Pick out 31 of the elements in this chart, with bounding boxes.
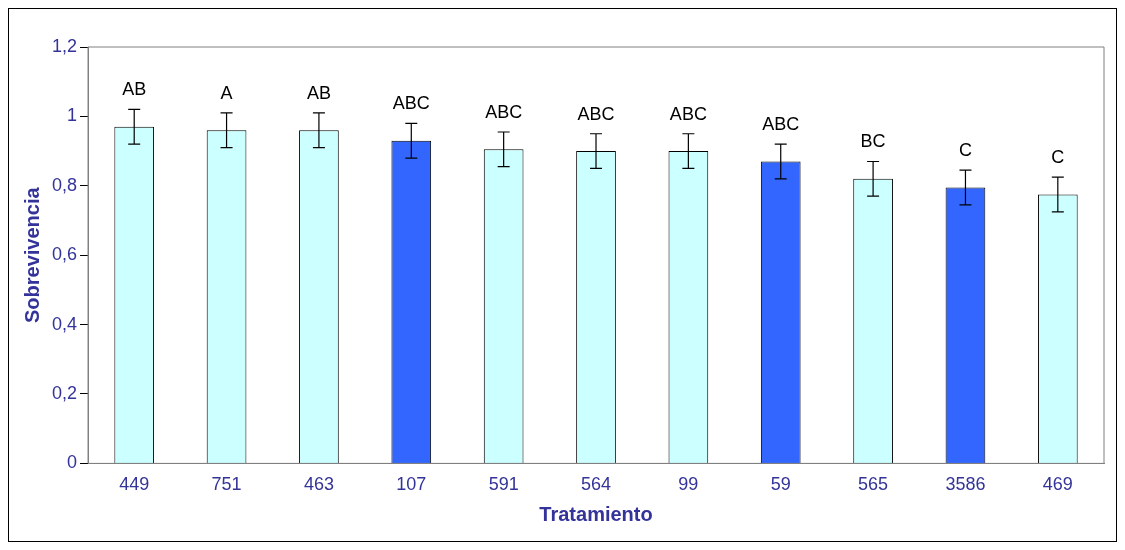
annotation: ABC xyxy=(392,93,430,114)
y-tick-label: 1 xyxy=(67,105,78,126)
annotation: BC xyxy=(860,131,886,152)
y-tick-label: 1,2 xyxy=(51,35,78,56)
x-tick-label: 751 xyxy=(211,474,242,495)
annotation: ABC xyxy=(669,103,707,124)
annotation: ABC xyxy=(485,101,523,122)
x-tick-label: 463 xyxy=(303,474,334,495)
annotation: A xyxy=(220,82,233,103)
x-tick-label: 449 xyxy=(119,474,150,495)
x-tick-label: 565 xyxy=(858,474,889,495)
y-tick-label: 0,6 xyxy=(51,244,78,265)
x-axis-title: Tratamiento xyxy=(539,502,653,525)
annotation: ABC xyxy=(762,114,800,135)
y-tick-label: 0,2 xyxy=(51,382,78,403)
x-tick-label: 107 xyxy=(396,474,427,495)
x-tick-label: 469 xyxy=(1042,474,1073,495)
x-tick-label: 564 xyxy=(580,474,612,495)
annotation: AB xyxy=(306,82,331,103)
annotation: AB xyxy=(122,79,147,100)
annotation: ABC xyxy=(577,103,615,124)
x-tick-label: 591 xyxy=(488,474,519,495)
y-axis-title: Sobrevivencia xyxy=(20,186,43,324)
y-tick-label: 0,4 xyxy=(51,313,78,334)
y-tick-label: 0 xyxy=(67,452,78,473)
annotation: C xyxy=(958,140,972,161)
x-tick-label: 59 xyxy=(770,474,791,495)
y-tick-label: 0,8 xyxy=(51,174,78,195)
annotation: C xyxy=(1051,147,1065,168)
x-tick-label: 99 xyxy=(678,474,699,495)
x-tick-label: 3586 xyxy=(945,474,986,495)
